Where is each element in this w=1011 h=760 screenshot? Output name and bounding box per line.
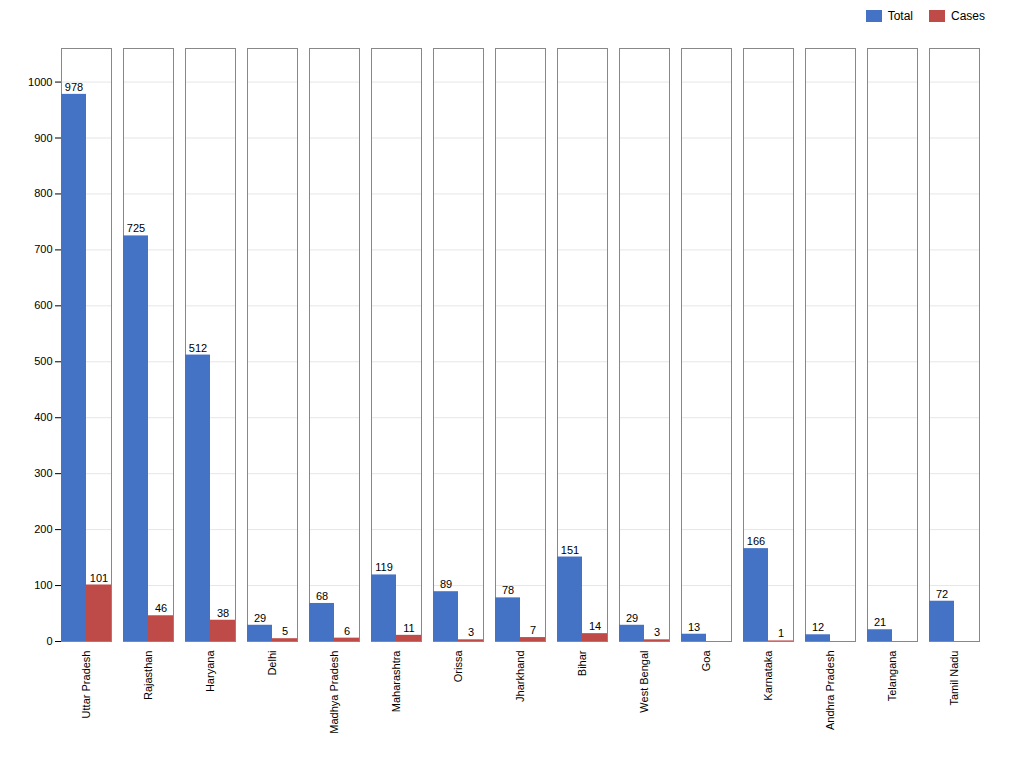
svg-text:Madhya Pradesh: Madhya Pradesh (328, 651, 340, 734)
svg-text:Jharkhand: Jharkhand (514, 651, 526, 702)
svg-text:11: 11 (403, 622, 414, 634)
svg-text:38: 38 (217, 607, 229, 619)
svg-text:46: 46 (155, 602, 167, 614)
svg-text:1000: 1000 (28, 76, 52, 88)
html-text:Cases: Cases (951, 9, 985, 23)
svg-text:512: 512 (189, 342, 207, 354)
svg-text:700: 700 (34, 243, 52, 255)
svg-text:Karnataka: Karnataka (762, 650, 774, 701)
svg-text:100: 100 (34, 579, 52, 591)
svg-text:400: 400 (34, 411, 52, 423)
svg-text:Andhra Pradesh: Andhra Pradesh (824, 651, 836, 731)
svg-text:Telangana: Telangana (886, 650, 898, 702)
svg-text:29: 29 (254, 612, 266, 624)
svg-text:Tamil Nadu: Tamil Nadu (948, 651, 960, 706)
svg-text:101: 101 (90, 572, 108, 584)
svg-text:Delhi: Delhi (266, 651, 278, 676)
svg-text:Orissa: Orissa (452, 650, 464, 683)
svg-text:72: 72 (936, 588, 948, 600)
svg-text:13: 13 (688, 621, 700, 633)
svg-text:68: 68 (316, 590, 328, 602)
svg-text:29: 29 (626, 612, 638, 624)
svg-text:725: 725 (127, 222, 145, 234)
html-text:Total: Total (887, 9, 913, 23)
svg-text:166: 166 (747, 535, 765, 547)
svg-text:5: 5 (282, 625, 288, 637)
svg-text:800: 800 (34, 187, 52, 199)
svg-text:6: 6 (344, 625, 350, 637)
svg-text:600: 600 (34, 299, 52, 311)
svg-text:78: 78 (502, 584, 514, 596)
svg-text:900: 900 (34, 132, 52, 144)
svg-text:Maharashtra: Maharashtra (390, 650, 402, 713)
svg-text:1: 1 (778, 627, 784, 639)
svg-text:3: 3 (654, 626, 660, 638)
svg-text:89: 89 (440, 578, 452, 590)
svg-text:Bihar: Bihar (576, 650, 588, 676)
svg-text:3: 3 (468, 626, 474, 638)
svg-text:500: 500 (34, 355, 52, 367)
svg-text:West Bengal: West Bengal (638, 651, 650, 713)
svg-text:151: 151 (561, 544, 579, 556)
svg-text:Goa: Goa (700, 650, 712, 672)
svg-text:Uttar Pradesh: Uttar Pradesh (80, 651, 92, 719)
svg-text:0: 0 (46, 635, 52, 647)
svg-text:21: 21 (874, 616, 886, 628)
svg-text:7: 7 (530, 624, 536, 636)
svg-text:300: 300 (34, 467, 52, 479)
svg-text:12: 12 (812, 621, 824, 633)
svg-text:200: 200 (34, 523, 52, 535)
svg-text:978: 978 (65, 81, 83, 93)
svg-text:Rajasthan: Rajasthan (142, 651, 154, 701)
svg-text:Haryana: Haryana (204, 650, 216, 692)
svg-text:119: 119 (375, 561, 393, 573)
svg-text:14: 14 (589, 620, 601, 632)
